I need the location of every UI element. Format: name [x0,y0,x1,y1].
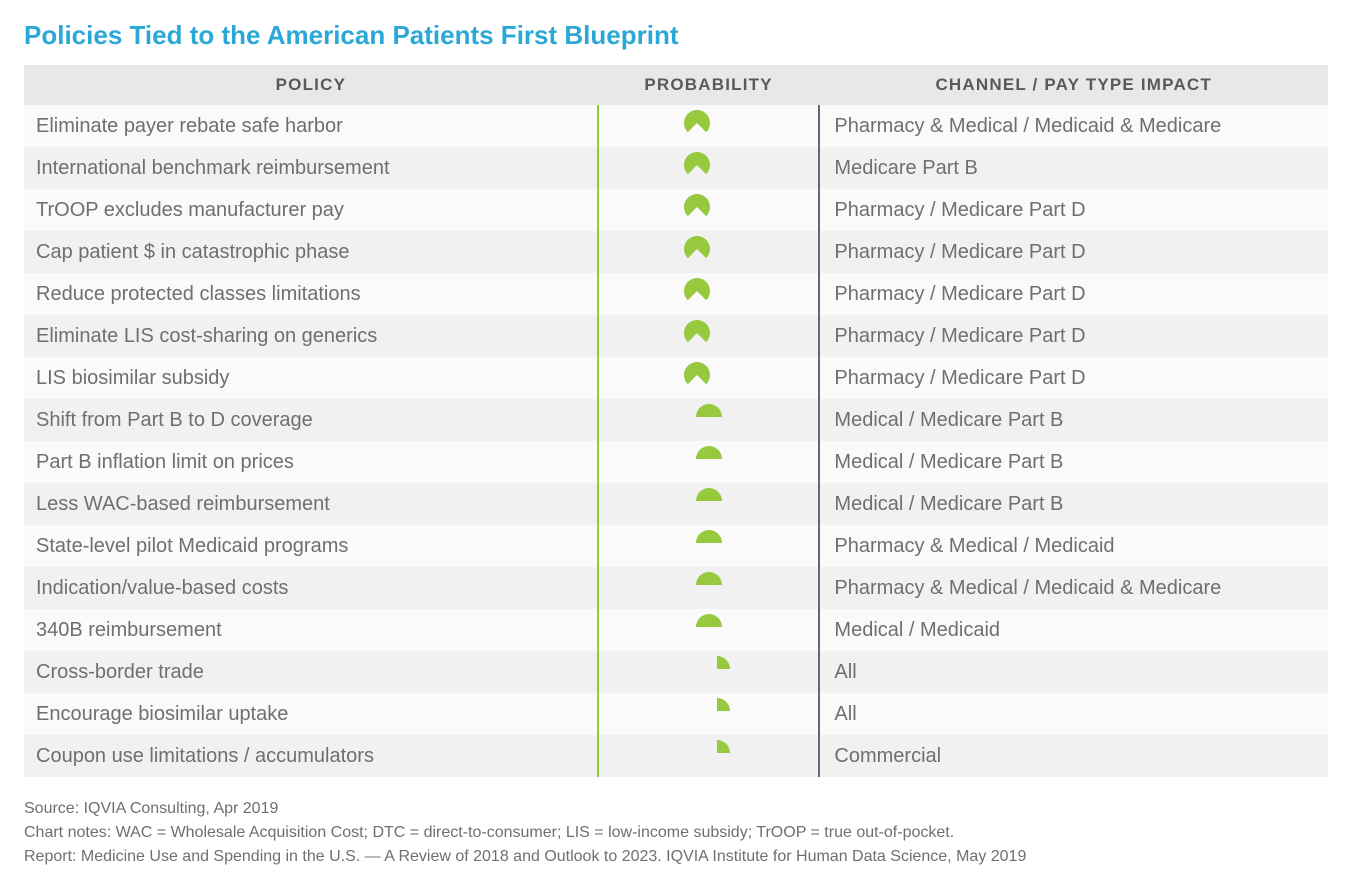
probability-cell [598,735,820,777]
policy-cell: Coupon use limitations / accumulators [24,735,598,777]
policy-cell: Part B inflation limit on prices [24,441,598,483]
policy-cell: Cap patient $ in catastrophic phase [24,231,598,273]
impact-cell: Pharmacy & Medical / Medicaid & Medicare [819,567,1328,609]
table-row: State-level pilot Medicaid programs Phar… [24,525,1328,567]
policy-cell: Encourage biosimilar uptake [24,693,598,735]
impact-cell: Pharmacy / Medicare Part D [819,357,1328,399]
probability-cell [598,105,820,147]
chart-title: Policies Tied to the American Patients F… [24,20,1328,51]
policy-cell: Indication/value-based costs [24,567,598,609]
impact-cell: All [819,651,1328,693]
policy-cell: 340B reimbursement [24,609,598,651]
table-row: Encourage biosimilar uptake All [24,693,1328,735]
col-header-probability: PROBABILITY [598,65,820,105]
policies-table: POLICY PROBABILITY CHANNEL / PAY TYPE IM… [24,65,1328,777]
col-header-impact: CHANNEL / PAY TYPE IMPACT [819,65,1328,105]
policy-cell: State-level pilot Medicaid programs [24,525,598,567]
table-row: Reduce protected classes limitations Pha… [24,273,1328,315]
policy-cell: Eliminate payer rebate safe harbor [24,105,598,147]
table-row: Eliminate LIS cost-sharing on generics P… [24,315,1328,357]
impact-cell: Medicare Part B [819,147,1328,189]
impact-cell: Medical / Medicaid [819,609,1328,651]
policy-cell: Reduce protected classes limitations [24,273,598,315]
probability-cell [598,147,820,189]
table-header-row: POLICY PROBABILITY CHANNEL / PAY TYPE IM… [24,65,1328,105]
table-row: Eliminate payer rebate safe harbor Pharm… [24,105,1328,147]
table-row: International benchmark reimbursement Me… [24,147,1328,189]
impact-cell: Pharmacy & Medical / Medicaid & Medicare [819,105,1328,147]
table-row: Shift from Part B to D coverage Medical … [24,399,1328,441]
policy-cell: Shift from Part B to D coverage [24,399,598,441]
table-row: Cross-border trade All [24,651,1328,693]
policy-cell: International benchmark reimbursement [24,147,598,189]
probability-cell [598,315,820,357]
impact-cell: Commercial [819,735,1328,777]
table-row: TrOOP excludes manufacturer pay Pharmacy… [24,189,1328,231]
probability-cell [598,273,820,315]
footer-notes: Chart notes: WAC = Wholesale Acquisition… [24,821,1328,845]
probability-cell [598,399,820,441]
probability-cell [598,567,820,609]
policy-cell: Eliminate LIS cost-sharing on generics [24,315,598,357]
probability-cell [598,189,820,231]
probability-cell [598,609,820,651]
impact-cell: Pharmacy / Medicare Part D [819,273,1328,315]
impact-cell: Medical / Medicare Part B [819,483,1328,525]
impact-cell: Pharmacy / Medicare Part D [819,315,1328,357]
table-row: Less WAC-based reimbursement Medical / M… [24,483,1328,525]
probability-cell [598,483,820,525]
probability-cell [598,357,820,399]
table-row: 340B reimbursement Medical / Medicaid [24,609,1328,651]
probability-cell [598,231,820,273]
impact-cell: Pharmacy / Medicare Part D [819,189,1328,231]
probability-cell [598,441,820,483]
table-row: Part B inflation limit on prices Medical… [24,441,1328,483]
impact-cell: Medical / Medicare Part B [819,441,1328,483]
table-row: Indication/value-based costs Pharmacy & … [24,567,1328,609]
footer-report: Report: Medicine Use and Spending in the… [24,845,1328,869]
probability-cell [598,525,820,567]
table-row: LIS biosimilar subsidy Pharmacy / Medica… [24,357,1328,399]
table-row: Cap patient $ in catastrophic phase Phar… [24,231,1328,273]
probability-cell [598,693,820,735]
impact-cell: Pharmacy & Medical / Medicaid [819,525,1328,567]
policy-cell: Less WAC-based reimbursement [24,483,598,525]
col-header-policy: POLICY [24,65,598,105]
policy-cell: Cross-border trade [24,651,598,693]
impact-cell: Medical / Medicare Part B [819,399,1328,441]
probability-cell [598,651,820,693]
table-row: Coupon use limitations / accumulators Co… [24,735,1328,777]
policy-cell: TrOOP excludes manufacturer pay [24,189,598,231]
impact-cell: All [819,693,1328,735]
chart-footer: Source: IQVIA Consulting, Apr 2019 Chart… [24,797,1328,869]
footer-source: Source: IQVIA Consulting, Apr 2019 [24,797,1328,821]
policy-cell: LIS biosimilar subsidy [24,357,598,399]
impact-cell: Pharmacy / Medicare Part D [819,231,1328,273]
